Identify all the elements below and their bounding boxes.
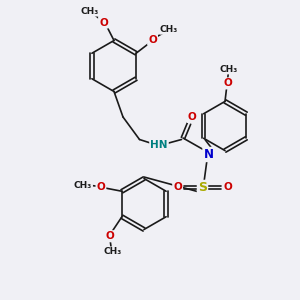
Text: CH₃: CH₃ — [74, 181, 92, 190]
Text: O: O — [188, 112, 196, 122]
Text: HN: HN — [150, 140, 168, 151]
Text: CH₃: CH₃ — [103, 247, 122, 256]
Text: CH₃: CH₃ — [160, 25, 178, 34]
Text: O: O — [97, 182, 105, 192]
Text: O: O — [223, 182, 232, 193]
Text: O: O — [99, 17, 108, 28]
Text: S: S — [198, 181, 207, 194]
Text: O: O — [223, 78, 232, 88]
Text: CH₃: CH₃ — [81, 7, 99, 16]
Text: O: O — [106, 231, 114, 241]
Text: CH₃: CH₃ — [220, 64, 238, 74]
Text: O: O — [148, 35, 157, 45]
Text: N: N — [203, 148, 214, 161]
Text: O: O — [173, 182, 182, 193]
